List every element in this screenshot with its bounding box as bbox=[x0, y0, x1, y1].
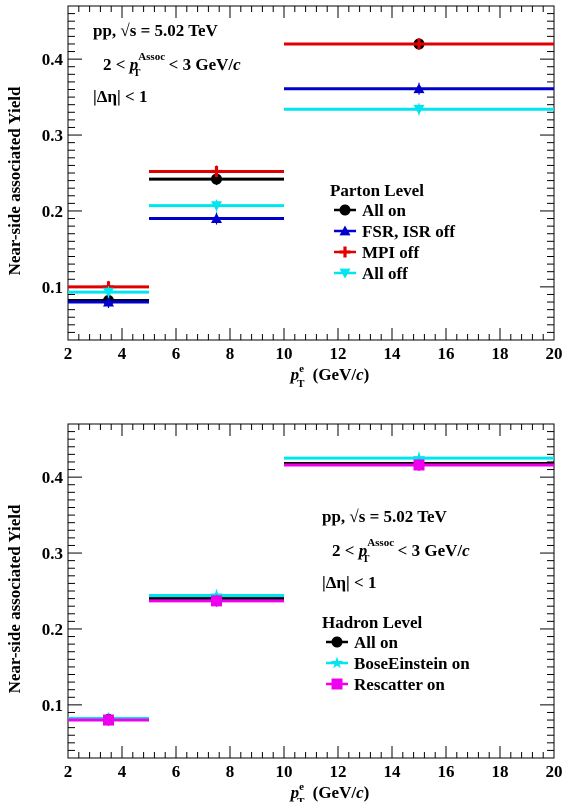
series-boseeinstein-on bbox=[68, 452, 554, 725]
x-tick-label: 20 bbox=[546, 762, 563, 781]
series-all-on bbox=[68, 38, 554, 307]
legend-label: All on bbox=[354, 633, 398, 652]
annotation-assoc: 2 < pAssoc T < 3 GeV/c bbox=[332, 537, 470, 565]
x-tick-label: 4 bbox=[118, 762, 127, 781]
annotation-energy: pp, √s = 5.02 TeV bbox=[93, 21, 219, 40]
legend-marker bbox=[332, 679, 343, 690]
annotation-assoc: 2 < pAssoc T < 3 GeV/c bbox=[103, 51, 241, 79]
x-tick-label: 4 bbox=[118, 344, 127, 363]
y-tick-label: 0.1 bbox=[42, 696, 63, 715]
x-tick-label: 14 bbox=[384, 762, 402, 781]
legend-label: Rescatter on bbox=[354, 675, 445, 694]
x-tick-label: 12 bbox=[330, 344, 347, 363]
y-tick-label: 0.2 bbox=[42, 202, 63, 221]
data-point bbox=[211, 595, 222, 606]
x-tick-label: 16 bbox=[438, 344, 455, 363]
annotation-energy: pp, √s = 5.02 TeV bbox=[322, 507, 448, 526]
x-tick-label: 10 bbox=[276, 344, 293, 363]
x-tick-label: 6 bbox=[172, 762, 181, 781]
data-point bbox=[103, 715, 114, 726]
data-point-v bbox=[215, 166, 218, 177]
legend-label: BoseEinstein on bbox=[354, 654, 470, 673]
x-tick-label: 2 bbox=[64, 762, 73, 781]
annotation-eta: |Δη| < 1 bbox=[93, 87, 148, 106]
y-tick-label: 0.4 bbox=[42, 468, 64, 487]
data-point-v bbox=[417, 38, 420, 49]
legend-label: FSR, ISR off bbox=[362, 222, 455, 241]
series-rescatter-on bbox=[68, 459, 554, 726]
annotation-eta: |Δη| < 1 bbox=[322, 573, 377, 592]
legend-marker bbox=[340, 205, 351, 216]
y-axis-label: Near-side associated Yield bbox=[5, 504, 24, 693]
x-tick-label: 8 bbox=[226, 762, 235, 781]
x-tick-label: 8 bbox=[226, 344, 235, 363]
x-axis-label: pe T (GeV/c) bbox=[289, 781, 370, 802]
x-tick-label: 2 bbox=[64, 344, 73, 363]
y-tick-label: 0.2 bbox=[42, 620, 63, 639]
legend-label: All off bbox=[362, 264, 408, 283]
legend-label: MPI off bbox=[362, 243, 419, 262]
x-tick-label: 12 bbox=[330, 762, 347, 781]
legend-marker bbox=[332, 637, 343, 648]
x-tick-label: 6 bbox=[172, 344, 181, 363]
legend-marker-v bbox=[343, 247, 346, 258]
x-tick-label: 18 bbox=[492, 762, 509, 781]
x-tick-label: 16 bbox=[438, 762, 455, 781]
series-all-on bbox=[68, 457, 554, 725]
x-tick-label: 18 bbox=[492, 344, 509, 363]
x-tick-label: 14 bbox=[384, 344, 402, 363]
series-mpi-off bbox=[68, 38, 554, 293]
series-fsr-isr-off bbox=[68, 83, 554, 308]
y-tick-label: 0.3 bbox=[42, 544, 63, 563]
x-axis-label: pe T (GeV/c) bbox=[289, 363, 370, 390]
y-tick-label: 0.3 bbox=[42, 126, 63, 145]
y-axis-label: Near-side associated Yield bbox=[5, 86, 24, 275]
x-tick-label: 20 bbox=[546, 344, 563, 363]
legend-title: Hadron Level bbox=[322, 613, 423, 632]
legend-title: Parton Level bbox=[330, 181, 424, 200]
data-point bbox=[414, 459, 425, 470]
chart-panel-2: 2 4 6 8 10 12 14 16 18 20 0.1 0.2 0.3 0.4 Near-side as… bbox=[5, 424, 563, 802]
plot-frame bbox=[68, 424, 554, 758]
x-tick-label: 10 bbox=[276, 762, 293, 781]
y-tick-label: 0.1 bbox=[42, 278, 63, 297]
chart-panel-1: 2 4 6 8 10 12 14 16 18 20 0.1 0.2 0.3 0.4 Near-side as… bbox=[5, 6, 563, 390]
series-all-off bbox=[68, 103, 554, 298]
legend-label: All on bbox=[362, 201, 406, 220]
y-tick-label: 0.4 bbox=[42, 50, 64, 69]
